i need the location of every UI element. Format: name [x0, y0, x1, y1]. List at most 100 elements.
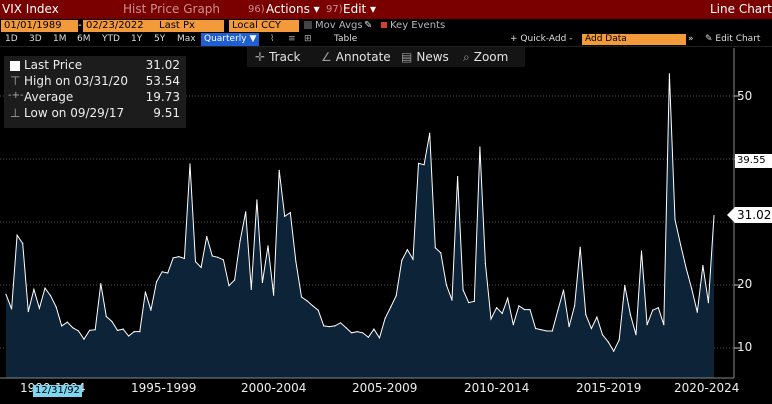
data-point	[523, 309, 526, 311]
expand-chevron-icon[interactable]: »	[688, 34, 694, 44]
news-button[interactable]: ▤ News	[401, 50, 449, 64]
last-price-tag: 31.02	[727, 207, 772, 223]
data-point	[613, 350, 615, 352]
range-3d-button[interactable]: 3D	[29, 34, 42, 44]
data-point	[16, 234, 18, 236]
pencil-icon[interactable]: ✎	[364, 20, 373, 31]
range-ytd-button[interactable]: YTD	[102, 34, 120, 44]
data-point	[479, 146, 481, 148]
data-point	[356, 331, 358, 333]
range-bar: 1D 3D 1M 6M YTD 1Y 5Y Max Quarterly ▼ ⌇ …	[0, 33, 772, 47]
data-point	[590, 327, 593, 330]
zoom-icon: ⌕	[463, 50, 470, 64]
high-marker-icon: ⊤	[10, 74, 21, 88]
data-point	[194, 261, 197, 263]
data-point	[490, 318, 492, 320]
data-point	[122, 328, 124, 330]
average-value: 19.73	[145, 90, 180, 104]
start-date-field[interactable]: 01/01/1989	[1, 20, 78, 32]
zoom-button[interactable]: ⌕ Zoom	[463, 50, 508, 65]
data-point	[596, 316, 598, 318]
mov-avgs-toggle[interactable]: Mov Avgs	[304, 20, 363, 32]
series-area	[6, 73, 714, 379]
data-point	[261, 281, 263, 284]
data-point	[245, 211, 247, 213]
data-point	[429, 132, 431, 134]
data-point	[551, 330, 553, 332]
data-point	[663, 324, 665, 326]
data-point	[373, 328, 375, 330]
low-label: Low on 09/29/17	[24, 106, 125, 120]
mov-avgs-label: Mov Avgs	[315, 20, 363, 31]
ticker-label[interactable]: VIX Index	[2, 2, 59, 16]
end-date-field[interactable]: 02/23/2022	[83, 20, 159, 32]
data-point	[618, 339, 620, 341]
add-data-input[interactable]: Add Data	[582, 34, 686, 45]
data-point	[189, 163, 191, 165]
series-line	[5, 73, 715, 353]
data-point	[211, 255, 213, 257]
data-point	[334, 325, 336, 327]
average-tag: 39.55	[735, 154, 772, 168]
data-point	[33, 288, 35, 290]
data-point	[144, 291, 146, 293]
data-point	[83, 338, 85, 340]
range-5y-button[interactable]: 5Y	[154, 34, 166, 44]
data-point	[44, 287, 46, 289]
period-select[interactable]: Quarterly ▼	[201, 33, 260, 46]
data-point	[328, 326, 330, 328]
y-tick-label: 20	[737, 277, 753, 291]
high-value: 53.54	[145, 74, 180, 88]
data-point	[607, 341, 609, 343]
data-point	[674, 218, 676, 221]
data-point	[384, 317, 386, 319]
data-point	[278, 169, 280, 171]
data-point	[434, 247, 436, 249]
data-point	[378, 337, 381, 339]
data-point	[423, 164, 425, 166]
data-point	[200, 266, 202, 268]
quick-add-button[interactable]: + Quick-Add -	[510, 34, 573, 44]
news-label: News	[416, 50, 449, 64]
data-point	[111, 320, 113, 323]
range-6m-button[interactable]: 6M	[77, 34, 91, 44]
data-point	[100, 283, 102, 285]
data-point	[412, 258, 414, 260]
data-point	[562, 289, 565, 291]
data-point	[116, 329, 119, 331]
range-1m-button[interactable]: 1M	[53, 34, 67, 44]
price-field-select[interactable]: Last Px	[156, 20, 224, 32]
data-point	[691, 288, 693, 290]
range-max-button[interactable]: Max	[177, 34, 196, 44]
actions-menu[interactable]: Actions ▾	[266, 2, 320, 16]
data-point	[167, 272, 169, 274]
data-point	[395, 295, 397, 297]
data-point	[601, 334, 604, 336]
data-point	[94, 329, 96, 331]
edit-chart-button[interactable]: ✎ Edit Chart	[705, 34, 761, 44]
legend-box: Last Price 31.02 ⊤ High on 03/31/20 53.5…	[4, 56, 186, 128]
key-events-toggle[interactable]: Key Events	[381, 20, 445, 32]
data-point	[629, 314, 632, 316]
zoom-label: Zoom	[473, 50, 509, 64]
data-point	[390, 306, 392, 308]
chart-type-icon[interactable]: ⌇	[270, 34, 275, 44]
range-1y-button[interactable]: 1Y	[131, 34, 143, 44]
annotate-button[interactable]: ∠ Annotate	[321, 50, 391, 64]
table-button[interactable]: Table	[334, 34, 358, 44]
data-point	[702, 264, 704, 267]
data-point	[55, 306, 57, 308]
key-events-label: Key Events	[390, 20, 446, 31]
data-point	[624, 285, 626, 287]
grid-icon[interactable]: ⊞	[304, 34, 312, 44]
track-button[interactable]: ✛ Track	[255, 50, 300, 64]
currency-select[interactable]: Local CCY	[229, 20, 299, 32]
data-point	[66, 321, 68, 323]
data-point	[139, 331, 141, 333]
menu-icon[interactable]: ≡	[288, 34, 296, 44]
data-point	[183, 257, 185, 260]
data-point	[496, 307, 498, 309]
range-1d-button[interactable]: 1D	[5, 34, 18, 44]
edit-menu[interactable]: Edit ▾	[343, 2, 377, 16]
